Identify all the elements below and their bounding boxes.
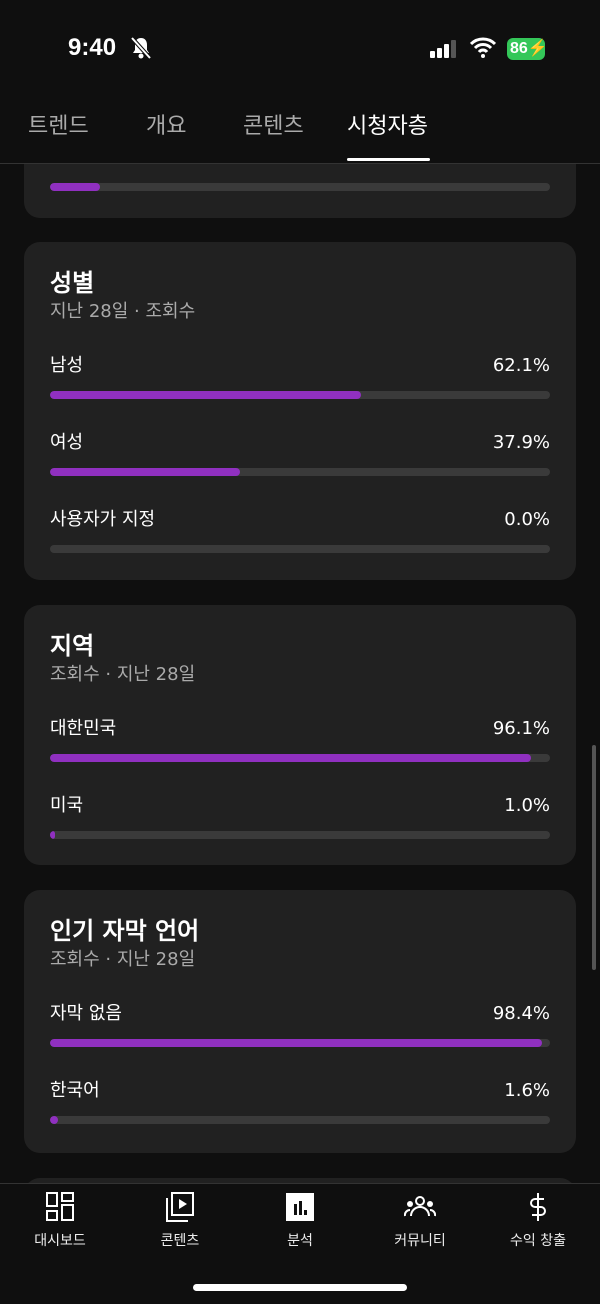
analytics-icon xyxy=(286,1193,314,1221)
stat-row: 대한민국 96.1% xyxy=(50,716,550,793)
scrollbar[interactable] xyxy=(592,745,596,970)
progress-fill xyxy=(50,1039,542,1047)
tab-content[interactable]: 콘텐츠 xyxy=(243,114,304,139)
tab-overview[interactable]: 개요 xyxy=(146,114,187,139)
stat-row: 자막 없음 98.4% xyxy=(50,1001,550,1078)
progress-track xyxy=(50,391,550,399)
row-value: 1.6% xyxy=(504,1080,550,1101)
progress-fill xyxy=(50,391,361,399)
stat-row: 사용자가 지정 0.0% xyxy=(50,507,550,584)
nav-community[interactable]: 커뮤니티 xyxy=(360,1192,480,1250)
progress-track xyxy=(50,1116,550,1124)
stat-row: 여성 37.9% xyxy=(50,430,550,507)
row-label: 한국어 xyxy=(50,1080,100,1101)
card-subtitle: 조회수 · 지난 28일 xyxy=(50,949,196,970)
tab-audience[interactable]: 시청자층 xyxy=(347,114,428,139)
community-icon xyxy=(404,1196,436,1217)
progress-fill xyxy=(50,754,531,762)
row-value: 37.9% xyxy=(492,432,550,453)
row-label: 여성 xyxy=(50,432,84,453)
progress-track xyxy=(50,183,550,191)
dollar-icon xyxy=(530,1193,546,1221)
progress-track xyxy=(50,1039,550,1047)
cellular-signal-icon xyxy=(430,40,456,58)
progress-track xyxy=(50,831,550,839)
stat-row: 남성 62.1% xyxy=(50,353,550,430)
wifi-icon xyxy=(470,37,496,58)
progress-fill xyxy=(50,831,55,839)
card-title: 지역 xyxy=(50,632,95,660)
row-value: 1.0% xyxy=(504,795,550,816)
bottom-nav: 대시보드 콘텐츠 분석 커뮤니티 수익 창출 xyxy=(0,1183,600,1304)
row-label: 대한민국 xyxy=(50,718,117,739)
nav-content[interactable]: 콘텐츠 xyxy=(120,1192,240,1250)
nav-analytics[interactable]: 분석 xyxy=(240,1192,360,1250)
nav-dashboard[interactable]: 대시보드 xyxy=(0,1192,120,1250)
bell-muted-icon xyxy=(130,36,152,60)
row-label: 자막 없음 xyxy=(50,1003,122,1024)
card-title: 인기 자막 언어 xyxy=(50,917,200,945)
dashboard-icon xyxy=(46,1192,74,1221)
row-value: 62.1% xyxy=(492,355,550,376)
status-bar: 9:40 86⚡ xyxy=(0,0,600,100)
row-label: 사용자가 지정 xyxy=(50,509,156,530)
card-subtitle: 지난 28일 · 조회수 xyxy=(50,301,196,322)
progress-track xyxy=(50,468,550,476)
row-value: 98.4% xyxy=(492,1003,550,1024)
nav-monetization[interactable]: 수익 창출 xyxy=(478,1192,598,1250)
card-subtitle: 조회수 · 지난 28일 xyxy=(50,664,196,685)
card-title: 성별 xyxy=(50,269,95,297)
stat-row: 한국어 1.6% xyxy=(50,1078,550,1155)
stat-row: 미국 1.0% xyxy=(50,793,550,870)
progress-track xyxy=(50,545,550,553)
row-value: 0.0% xyxy=(504,509,550,530)
clock: 9:40 xyxy=(68,34,117,61)
content-icon xyxy=(166,1192,194,1222)
progress-fill xyxy=(50,1116,58,1124)
progress-fill xyxy=(50,183,100,191)
home-indicator[interactable] xyxy=(193,1284,407,1291)
progress-track xyxy=(50,754,550,762)
battery-indicator: 86⚡ xyxy=(507,38,548,60)
row-label: 남성 xyxy=(50,355,84,376)
progress-fill xyxy=(50,468,240,476)
row-label: 미국 xyxy=(50,795,84,816)
tab-bar: 트렌드 개요 콘텐츠 시청자층 xyxy=(0,100,600,164)
active-tab-indicator xyxy=(347,158,430,161)
tab-trend[interactable]: 트렌드 xyxy=(28,114,89,139)
row-value: 96.1% xyxy=(492,718,550,739)
